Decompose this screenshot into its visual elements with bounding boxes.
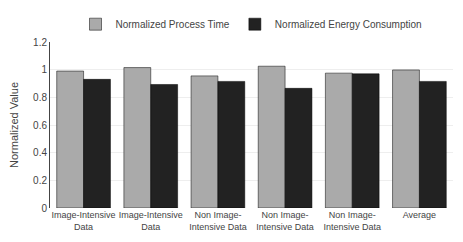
svg-text:Non Image-Intensive Data: Non Image-Intensive Data xyxy=(323,210,381,232)
svg-text:Image-IntensiveData: Image-IntensiveData xyxy=(52,210,116,232)
svg-text:Average: Average xyxy=(403,210,436,220)
svg-text:0: 0 xyxy=(41,203,47,214)
svg-text:0.4: 0.4 xyxy=(33,147,47,158)
svg-text:0.6: 0.6 xyxy=(33,120,47,131)
svg-text:0.8: 0.8 xyxy=(33,92,47,103)
svg-text:Non Image-Intensive Data: Non Image-Intensive Data xyxy=(189,210,247,232)
svg-text:Normalized Energy Consumption: Normalized Energy Consumption xyxy=(275,19,422,30)
svg-text:Image-IntensiveData: Image-IntensiveData xyxy=(119,210,183,232)
svg-text:Normalized Process Time: Normalized Process Time xyxy=(116,19,230,30)
svg-text:1.2: 1.2 xyxy=(33,37,47,48)
svg-text:1: 1 xyxy=(41,64,47,75)
svg-text:Normalized Value: Normalized Value xyxy=(8,82,20,168)
svg-text:0.2: 0.2 xyxy=(33,175,47,186)
svg-text:Non Image-Intensive Data: Non Image-Intensive Data xyxy=(256,210,314,232)
